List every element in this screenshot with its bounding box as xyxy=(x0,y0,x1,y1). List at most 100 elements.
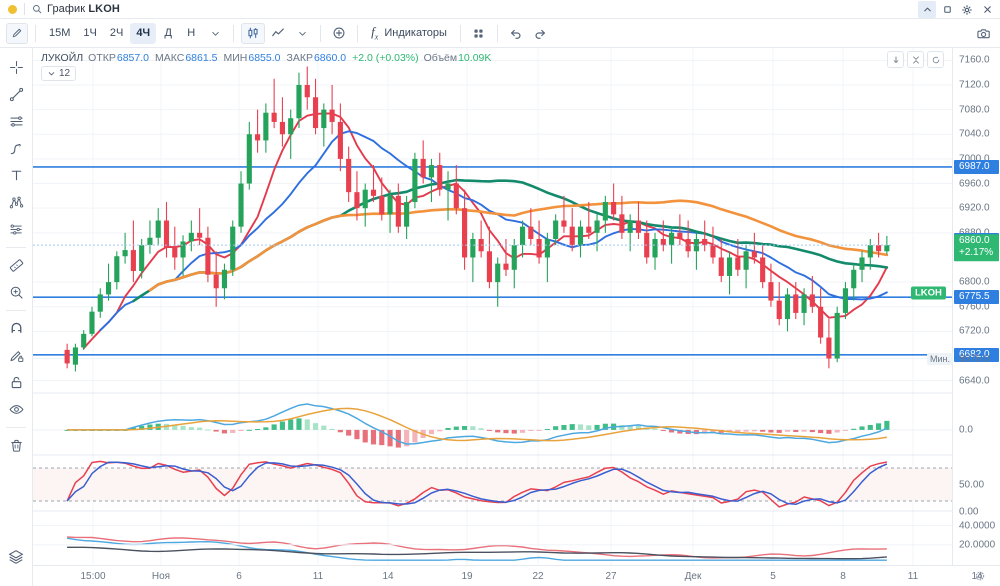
pencil-lock-icon[interactable] xyxy=(3,342,29,369)
horizontal-lines-icon[interactable] xyxy=(3,108,29,135)
chart-canvas[interactable] xyxy=(33,48,952,565)
timeframe-Н[interactable]: Н xyxy=(187,27,196,39)
brush-icon[interactable] xyxy=(3,135,29,162)
chevron-down-icon[interactable] xyxy=(291,23,313,44)
time-tick: 6 xyxy=(236,571,242,582)
divider xyxy=(6,310,26,311)
divider xyxy=(357,24,359,42)
legend-close-key: ЗАКР xyxy=(286,52,313,64)
lock-icon[interactable] xyxy=(3,369,29,396)
timeframe-2Ч[interactable]: 2Ч xyxy=(109,27,124,39)
chevron-up-icon[interactable] xyxy=(918,1,936,18)
divider xyxy=(35,24,36,42)
divider xyxy=(459,24,461,42)
grid-layout-icon[interactable] xyxy=(468,23,490,44)
window-controls xyxy=(918,0,996,19)
chart-tab[interactable]: График LKOH xyxy=(32,3,120,15)
time-tick: 5 xyxy=(770,571,776,582)
price-tick: 7000.0 xyxy=(959,153,990,165)
legend-volume-value: 10.09K xyxy=(458,52,492,64)
legend-sub-badge[interactable]: 12 xyxy=(41,66,77,81)
time-axis[interactable]: 15:00 Ноя 6 11 14 19 22 27 Дек 5 8 11 14 xyxy=(33,565,1000,586)
legend-volume-key: Объём xyxy=(423,52,458,64)
divider xyxy=(320,24,322,42)
price-tick: 7040.0 xyxy=(959,128,990,140)
close-icon[interactable] xyxy=(978,1,996,18)
undo-icon[interactable] xyxy=(505,23,527,44)
indicators-button[interactable]: fx Индикаторы xyxy=(365,23,453,44)
download-icon[interactable] xyxy=(887,51,904,68)
drawing-toolbar xyxy=(0,48,33,586)
tab-label: График LKOH xyxy=(47,3,120,15)
panel-tick: 0.0 xyxy=(959,424,973,436)
fx-icon: fx xyxy=(371,24,379,42)
panel-tick: 20.0000 xyxy=(959,539,996,551)
price-badge-6682.0[interactable]: 6682.0 xyxy=(954,347,999,362)
time-tick: 22 xyxy=(532,571,544,582)
zoom-icon[interactable] xyxy=(3,279,29,306)
time-tick: 19 xyxy=(461,571,473,582)
divider xyxy=(233,24,235,42)
price-badge-6775.5[interactable]: 6775.5 xyxy=(954,290,999,305)
min-value: 6676.0 xyxy=(959,353,990,364)
pattern-icon[interactable] xyxy=(3,189,29,216)
chart-area[interactable]: ЛУКОЙЛ ОТКР 6857.0 МАКС 6861.5 МИН 6855.0 З… xyxy=(33,48,1000,586)
time-tick: 11 xyxy=(312,571,324,582)
price-tick: 7080.0 xyxy=(959,104,990,116)
divider xyxy=(496,24,498,42)
time-tick: 27 xyxy=(605,571,617,582)
main-toolbar: 15М 1Ч 2Ч 4Ч Д Н xyxy=(0,19,1000,48)
time-tick: Дек xyxy=(684,571,702,582)
divider xyxy=(6,247,26,248)
price-tick: 7160.0 xyxy=(959,54,990,66)
legend-close-value: 6860.0 xyxy=(313,52,347,64)
price-tick: 6640.0 xyxy=(959,375,990,387)
crosshair-icon[interactable] xyxy=(3,54,29,81)
trend-line-icon[interactable] xyxy=(3,81,29,108)
symbol-tag: LKOH xyxy=(911,286,946,300)
settings-gear-icon[interactable] xyxy=(974,570,986,585)
gear-icon[interactable] xyxy=(958,1,976,18)
layers-icon[interactable] xyxy=(3,543,29,570)
plus-circle-icon[interactable] xyxy=(328,23,350,44)
time-tick: 11 xyxy=(907,571,919,582)
panel-tick: 0.00 xyxy=(959,506,979,518)
text-icon[interactable] xyxy=(3,162,29,189)
timeframe-Д[interactable]: Д xyxy=(164,27,172,39)
timeframe-15М[interactable]: 15М xyxy=(49,27,71,39)
legend-change: +2.0 (+0.03%) xyxy=(352,52,419,64)
legend-open-key: ОТКР xyxy=(88,52,116,64)
chevron-down-icon[interactable] xyxy=(204,23,226,44)
redo-icon[interactable] xyxy=(529,23,551,44)
window-icon[interactable] xyxy=(938,1,956,18)
price-badge-change: +2.17% xyxy=(959,247,994,259)
chart-plot[interactable] xyxy=(33,48,952,565)
status-dot xyxy=(8,4,17,14)
price-badge-6987.0[interactable]: 6987.0 xyxy=(954,159,999,174)
timeframe-4Ч[interactable]: 4Ч xyxy=(130,22,157,44)
time-tick: 14 xyxy=(382,571,394,582)
trash-icon[interactable] xyxy=(3,432,29,459)
timeframe-group: 15М 1Ч 2Ч 4Ч Д Н xyxy=(43,22,202,44)
search-icon xyxy=(33,5,42,14)
ruler-icon[interactable] xyxy=(3,252,29,279)
price-badge-6860.0[interactable]: 6860.0 +2.17% xyxy=(954,234,999,262)
line-chart-icon[interactable] xyxy=(267,23,289,44)
magnet-icon[interactable] xyxy=(3,315,29,342)
price-tick: 6760.0 xyxy=(959,301,990,313)
legend-symbol: ЛУКОЙЛ xyxy=(41,52,84,64)
reset-icon[interactable] xyxy=(927,51,944,68)
legend-low-key: МИН xyxy=(223,52,248,64)
candlestick-icon[interactable] xyxy=(241,22,266,44)
camera-icon[interactable] xyxy=(977,19,992,48)
price-axis[interactable]: 7160.0 7120.0 7080.0 7040.0 7000.0 6960.0 6920… xyxy=(911,48,1000,565)
legend-sub-count: 12 xyxy=(59,68,71,79)
price-tick: 7120.0 xyxy=(959,79,990,91)
forecast-icon[interactable] xyxy=(3,216,29,243)
collapse-icon[interactable] xyxy=(907,51,924,68)
divider xyxy=(6,427,26,428)
timeframe-1Ч[interactable]: 1Ч xyxy=(83,27,97,39)
chart-controls xyxy=(887,51,944,68)
eye-icon[interactable] xyxy=(3,396,29,423)
pencil-icon[interactable] xyxy=(6,22,28,44)
